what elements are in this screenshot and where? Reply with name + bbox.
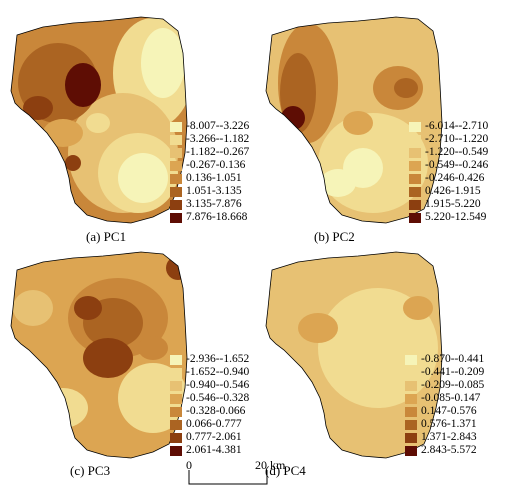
legend-label: -2.710--1.220	[425, 133, 489, 145]
caption-pc2: (b) PC2	[314, 229, 355, 244]
legend-label: -0.549--0.246	[425, 159, 489, 171]
legend-label: -0.267-0.136	[186, 159, 246, 171]
legend-label: -0.085-0.147	[421, 392, 481, 404]
legend-label: 3.135-7.876	[186, 198, 242, 210]
legend-swatch	[405, 394, 417, 404]
legend-swatch	[170, 420, 182, 430]
map-pc3	[10, 251, 188, 459]
panel-pc3: -2.936--1.652 -1.652--0.940 -0.940--0.546-…	[0, 248, 255, 493]
legend-label: -3.266--1.182	[186, 133, 250, 145]
legend-label: -0.546--0.328	[186, 392, 250, 404]
legend-swatch	[405, 368, 417, 378]
legend-label: 1.371-2.843	[421, 431, 477, 443]
legend-label: -1.220--0.549	[425, 146, 489, 158]
legend-label: -0.246-0.426	[425, 172, 485, 184]
legend-pc2: -6.014--2.710 -2.710--1.220 -1.220--0.549-…	[409, 120, 509, 231]
legend-swatch	[409, 187, 421, 197]
legend-swatch	[170, 187, 182, 197]
panel-pc4: -0.870--0.441 -0.441--0.209 -0.209--0.085-…	[255, 248, 511, 493]
legend-label: 2.061-4.381	[186, 444, 242, 456]
legend-label: 0.426-1.915	[425, 185, 481, 197]
legend-swatch	[170, 355, 182, 365]
legend-swatch	[405, 420, 417, 430]
panel-pc2: -6.014--2.710 -2.710--1.220 -1.220--0.549-…	[255, 0, 511, 245]
scale-bar-line	[188, 470, 268, 485]
legend-swatch	[170, 433, 182, 443]
legend-label: -1.652--0.940	[186, 366, 250, 378]
legend-label: 7.876-18.668	[186, 211, 248, 223]
legend-swatch	[170, 394, 182, 404]
legend-label: -0.328-0.066	[186, 405, 246, 417]
legend-label: -2.936--1.652	[186, 353, 250, 365]
legend-swatch	[170, 213, 182, 223]
map-pc1	[10, 16, 188, 224]
legend-label: 5.220-12.549	[425, 211, 487, 223]
legend-swatch	[409, 213, 421, 223]
legend-swatch	[409, 161, 421, 171]
legend-label: -1.182--0.267	[186, 146, 250, 158]
legend-label: 1.051-3.135	[186, 185, 242, 197]
region-outline-pc4	[265, 251, 443, 459]
scale-bar-end: 20 km	[255, 458, 286, 472]
legend-label: -0.441--0.209	[421, 366, 485, 378]
caption-pc4: (d) PC4	[265, 463, 306, 478]
legend-swatch	[170, 407, 182, 417]
legend-label: 0.777-2.061	[186, 431, 242, 443]
legend-swatch	[409, 122, 421, 132]
legend-swatch	[405, 446, 417, 456]
legend-swatch	[405, 407, 417, 417]
legend-swatch	[405, 355, 417, 365]
legend-label: 0.576-1.371	[421, 418, 477, 430]
region-outline-pc2	[265, 16, 443, 224]
legend-swatch	[405, 381, 417, 391]
legend-label: -0.940--0.546	[186, 379, 250, 391]
legend-swatch	[170, 446, 182, 456]
caption-pc1: (a) PC1	[86, 229, 127, 244]
legend-swatch	[409, 148, 421, 158]
caption-pc3: (c) PC3	[70, 463, 111, 478]
legend-pc4: -0.870--0.441 -0.441--0.209 -0.209--0.085-…	[405, 353, 505, 464]
legend-label: -6.014--2.710	[425, 120, 489, 132]
legend-swatch	[170, 200, 182, 210]
legend-swatch	[170, 122, 182, 132]
legend-swatch	[409, 174, 421, 184]
legend-label: 1.915-5.220	[425, 198, 481, 210]
legend-label: 0.147-0.576	[421, 405, 477, 417]
region-outline-pc3	[10, 251, 188, 459]
scale-bar-start: 0	[186, 458, 192, 472]
legend-swatch	[409, 200, 421, 210]
legend-label: -0.870--0.441	[421, 353, 485, 365]
legend-label: 0.136-1.051	[186, 172, 242, 184]
legend-swatch	[170, 161, 182, 171]
legend-swatch	[170, 135, 182, 145]
legend-swatch	[170, 368, 182, 378]
legend-label: 0.066-0.777	[186, 418, 242, 430]
legend-label: -0.209--0.085	[421, 379, 485, 391]
scale-bar: 0 20 km	[185, 458, 286, 490]
legend-swatch	[405, 433, 417, 443]
legend-swatch	[170, 381, 182, 391]
legend-label: -8.007--3.226	[186, 120, 250, 132]
legend-swatch	[170, 148, 182, 158]
legend-label: 2.843-5.572	[421, 444, 477, 456]
legend-pc1: -8.007--3.226 -3.266--1.182 -1.182--0.267-…	[170, 120, 260, 231]
region-outline-pc1	[10, 16, 188, 224]
legend-pc3: -2.936--1.652 -1.652--0.940 -0.940--0.546-…	[170, 353, 260, 464]
panel-pc1: -8.007--3.226 -3.266--1.182 -1.182--0.267-…	[0, 0, 255, 245]
legend-swatch	[170, 174, 182, 184]
legend-swatch	[409, 135, 421, 145]
